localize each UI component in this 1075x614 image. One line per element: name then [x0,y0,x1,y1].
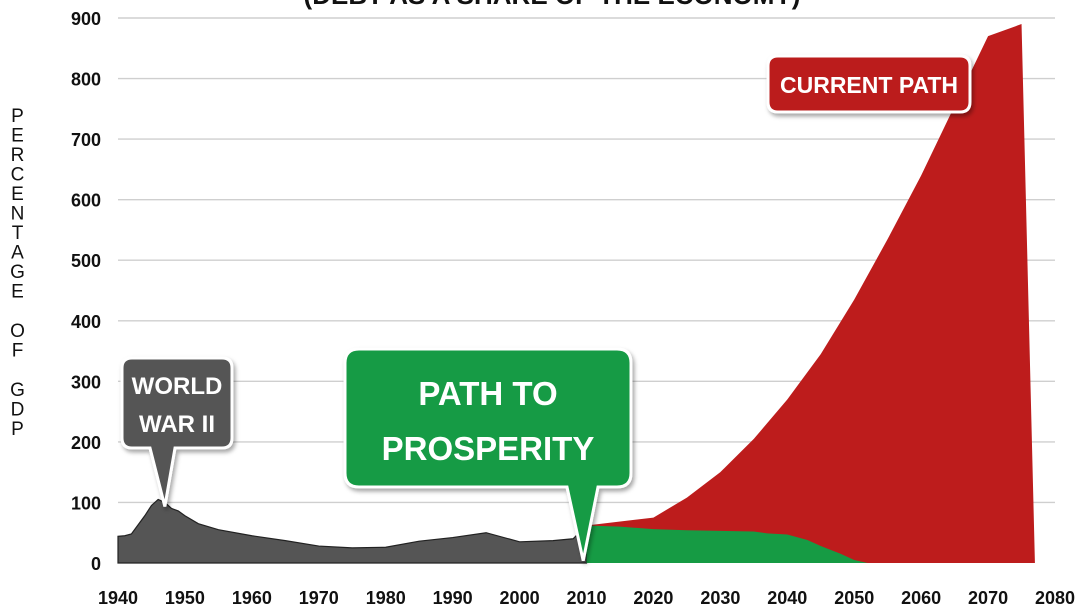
series-historical-area [117,498,588,564]
annotation-path-to-prosperity-text: PATH TO [418,375,557,412]
y-tick-label: 300 [71,372,101,392]
y-axis-label-letter: R [11,145,26,166]
y-axis-label-letter: P [11,419,25,440]
y-tick-label: 200 [71,433,101,453]
annotation-path-to-prosperity-bubble [343,347,633,561]
x-tick-label: 2030 [700,588,740,608]
x-tick-label: 2010 [566,588,606,608]
annotation-current-path-bubble [766,54,972,114]
y-axis-label-letter: F [12,341,25,362]
y-tick-label: 400 [71,312,101,332]
annotation-world-war-ii-bubble [120,356,234,507]
y-axis-label-letter: G [10,262,26,283]
y-axis-label-letter: T [12,223,25,244]
x-tick-label: 1950 [165,588,205,608]
chart-title: (DEBT AS A SHARE OF THE ECONOMY) [304,0,801,10]
y-tick-label: 800 [71,70,101,90]
x-tick-label: 1960 [232,588,272,608]
annotation-path-to-prosperity-text: PROSPERITY [382,430,595,467]
x-tick-label: 1940 [98,588,138,608]
x-tick-label: 2000 [500,588,540,608]
annotation-world-war-ii: WORLD WAR II [120,356,234,507]
x-tick-label: 2070 [968,588,1008,608]
y-axis-label-letter: A [11,243,25,264]
y-axis-label-letter: D [11,400,26,421]
y-axis-label-letter: N [11,204,26,225]
x-tick-label: 2020 [633,588,673,608]
x-tick-label: 2060 [901,588,941,608]
series-current-path-area [586,24,1035,564]
y-axis-label-letter: E [11,126,25,147]
x-tick-label: 1990 [433,588,473,608]
y-axis-label-letter: C [11,165,26,186]
annotation-path-to-prosperity: PATH TO PROSPERITY [343,347,633,561]
y-tick-label: 900 [71,9,101,29]
y-axis-label-letter: G [10,380,26,401]
y-axis-label-letter: P [11,106,25,127]
y-tick-label: 700 [71,130,101,150]
x-tick-label: 1970 [299,588,339,608]
x-tick-label: 1980 [366,588,406,608]
x-tick-label: 2050 [834,588,874,608]
y-tick-label: 500 [71,251,101,271]
y-tick-label: 0 [91,554,101,574]
series-path-to-prosperity-area [586,525,868,563]
annotation-current-path: CURRENT PATH [766,54,972,114]
annotation-world-war-ii-text: WAR II [139,411,215,438]
y-tick-label: 600 [71,191,101,211]
annotation-current-path-text: CURRENT PATH [780,72,958,98]
x-tick-label: 2040 [767,588,807,608]
y-axis-label-letter: E [11,282,25,303]
y-tick-label: 100 [71,493,101,513]
x-tick-label: 2080 [1035,588,1075,608]
annotation-world-war-ii-text: WORLD [132,373,223,400]
y-axis-label-letter: O [10,321,26,342]
y-axis-label-letter: E [11,184,25,205]
